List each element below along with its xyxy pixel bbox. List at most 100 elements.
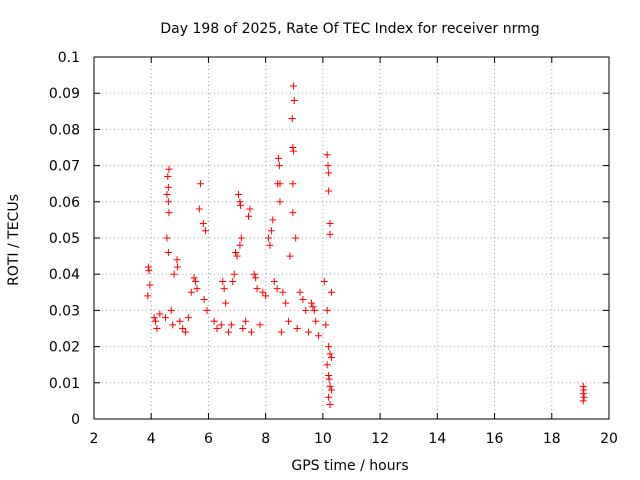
data-point <box>184 314 192 322</box>
data-point <box>262 292 270 300</box>
data-point <box>327 386 335 394</box>
data-point <box>203 306 211 314</box>
y-tick-label: 0.04 <box>49 267 80 283</box>
data-point <box>326 382 334 390</box>
data-point <box>247 328 255 336</box>
data-point <box>152 317 160 325</box>
data-point <box>227 321 235 329</box>
data-point <box>164 248 172 256</box>
data-point <box>323 361 331 369</box>
x-tick-label: 14 <box>428 431 446 447</box>
data-point <box>326 350 334 358</box>
data-point <box>296 288 304 296</box>
data-point <box>310 306 318 314</box>
data-point <box>256 321 264 329</box>
data-point <box>326 401 334 409</box>
data-point <box>580 393 588 401</box>
data-point <box>289 209 297 217</box>
x-tick-label: 6 <box>204 431 213 447</box>
data-point <box>174 263 182 271</box>
data-point <box>324 162 332 170</box>
data-point <box>156 310 164 318</box>
x-tick-label: 8 <box>261 431 270 447</box>
data-point <box>199 220 207 228</box>
data-point <box>265 234 273 242</box>
data-point <box>259 288 267 296</box>
data-point <box>237 234 245 242</box>
data-point <box>246 205 254 213</box>
data-points <box>144 82 588 409</box>
data-point <box>289 82 297 90</box>
data-point <box>164 172 172 180</box>
data-point <box>190 274 198 282</box>
data-point <box>275 154 283 162</box>
data-point <box>323 151 331 159</box>
y-axis-label: ROTI / TECUs <box>6 194 22 286</box>
data-point <box>322 321 330 329</box>
data-point <box>165 165 173 173</box>
data-point <box>315 332 323 340</box>
data-point <box>200 296 208 304</box>
data-point <box>217 321 225 329</box>
data-point <box>229 277 237 285</box>
data-point <box>245 212 252 220</box>
data-point <box>210 317 218 325</box>
data-point <box>289 147 297 155</box>
data-point <box>164 198 172 206</box>
data-point <box>145 267 153 275</box>
y-tick-labels: 0 0.01 0.02 0.03 0.04 0.05 0.06 0.07 0.08 0.09 0.1 <box>49 50 80 428</box>
data-point <box>167 306 175 314</box>
x-tick-label: 10 <box>314 431 332 447</box>
data-point <box>193 285 201 293</box>
data-point <box>236 241 244 249</box>
data-point <box>579 397 587 405</box>
data-point <box>290 96 298 104</box>
y-tick-label: 0.1 <box>58 50 80 66</box>
x-tick-label: 2 <box>90 431 99 447</box>
data-point <box>213 325 221 332</box>
data-point <box>236 201 244 209</box>
data-point <box>307 299 315 307</box>
data-point <box>234 191 242 199</box>
data-point <box>286 252 294 260</box>
data-point <box>150 314 158 322</box>
data-point <box>233 252 241 260</box>
data-point <box>252 274 260 282</box>
x-tick-label: 20 <box>600 431 618 447</box>
data-point <box>165 209 173 217</box>
data-point <box>270 277 278 285</box>
data-point <box>253 285 261 293</box>
data-point <box>144 263 152 271</box>
data-point <box>273 285 281 293</box>
plot-frame <box>93 56 610 420</box>
data-point <box>305 328 313 336</box>
data-point <box>187 288 195 296</box>
data-point <box>288 115 296 123</box>
data-point <box>289 180 297 188</box>
data-point <box>195 205 203 213</box>
data-point <box>285 317 293 325</box>
x-tick-label: 12 <box>371 431 389 447</box>
data-point <box>292 234 300 242</box>
data-point <box>239 325 247 332</box>
y-tick-label: 0.01 <box>49 376 80 392</box>
data-point <box>282 299 290 307</box>
data-point <box>309 303 317 311</box>
data-point <box>320 277 328 285</box>
data-point <box>327 353 335 361</box>
y-tick-label: 0.08 <box>49 122 80 138</box>
data-point <box>326 230 334 238</box>
data-point <box>267 227 275 235</box>
data-point <box>580 386 588 394</box>
data-point <box>579 390 587 398</box>
data-point <box>276 198 284 206</box>
data-point <box>266 241 274 249</box>
x-axis-label: GPS time / hours <box>291 458 408 474</box>
data-point <box>326 220 334 228</box>
data-point <box>179 325 187 332</box>
y-tick-label: 0.06 <box>49 195 80 211</box>
grid-lines <box>94 57 609 419</box>
data-point <box>302 306 310 314</box>
data-point <box>153 325 161 332</box>
